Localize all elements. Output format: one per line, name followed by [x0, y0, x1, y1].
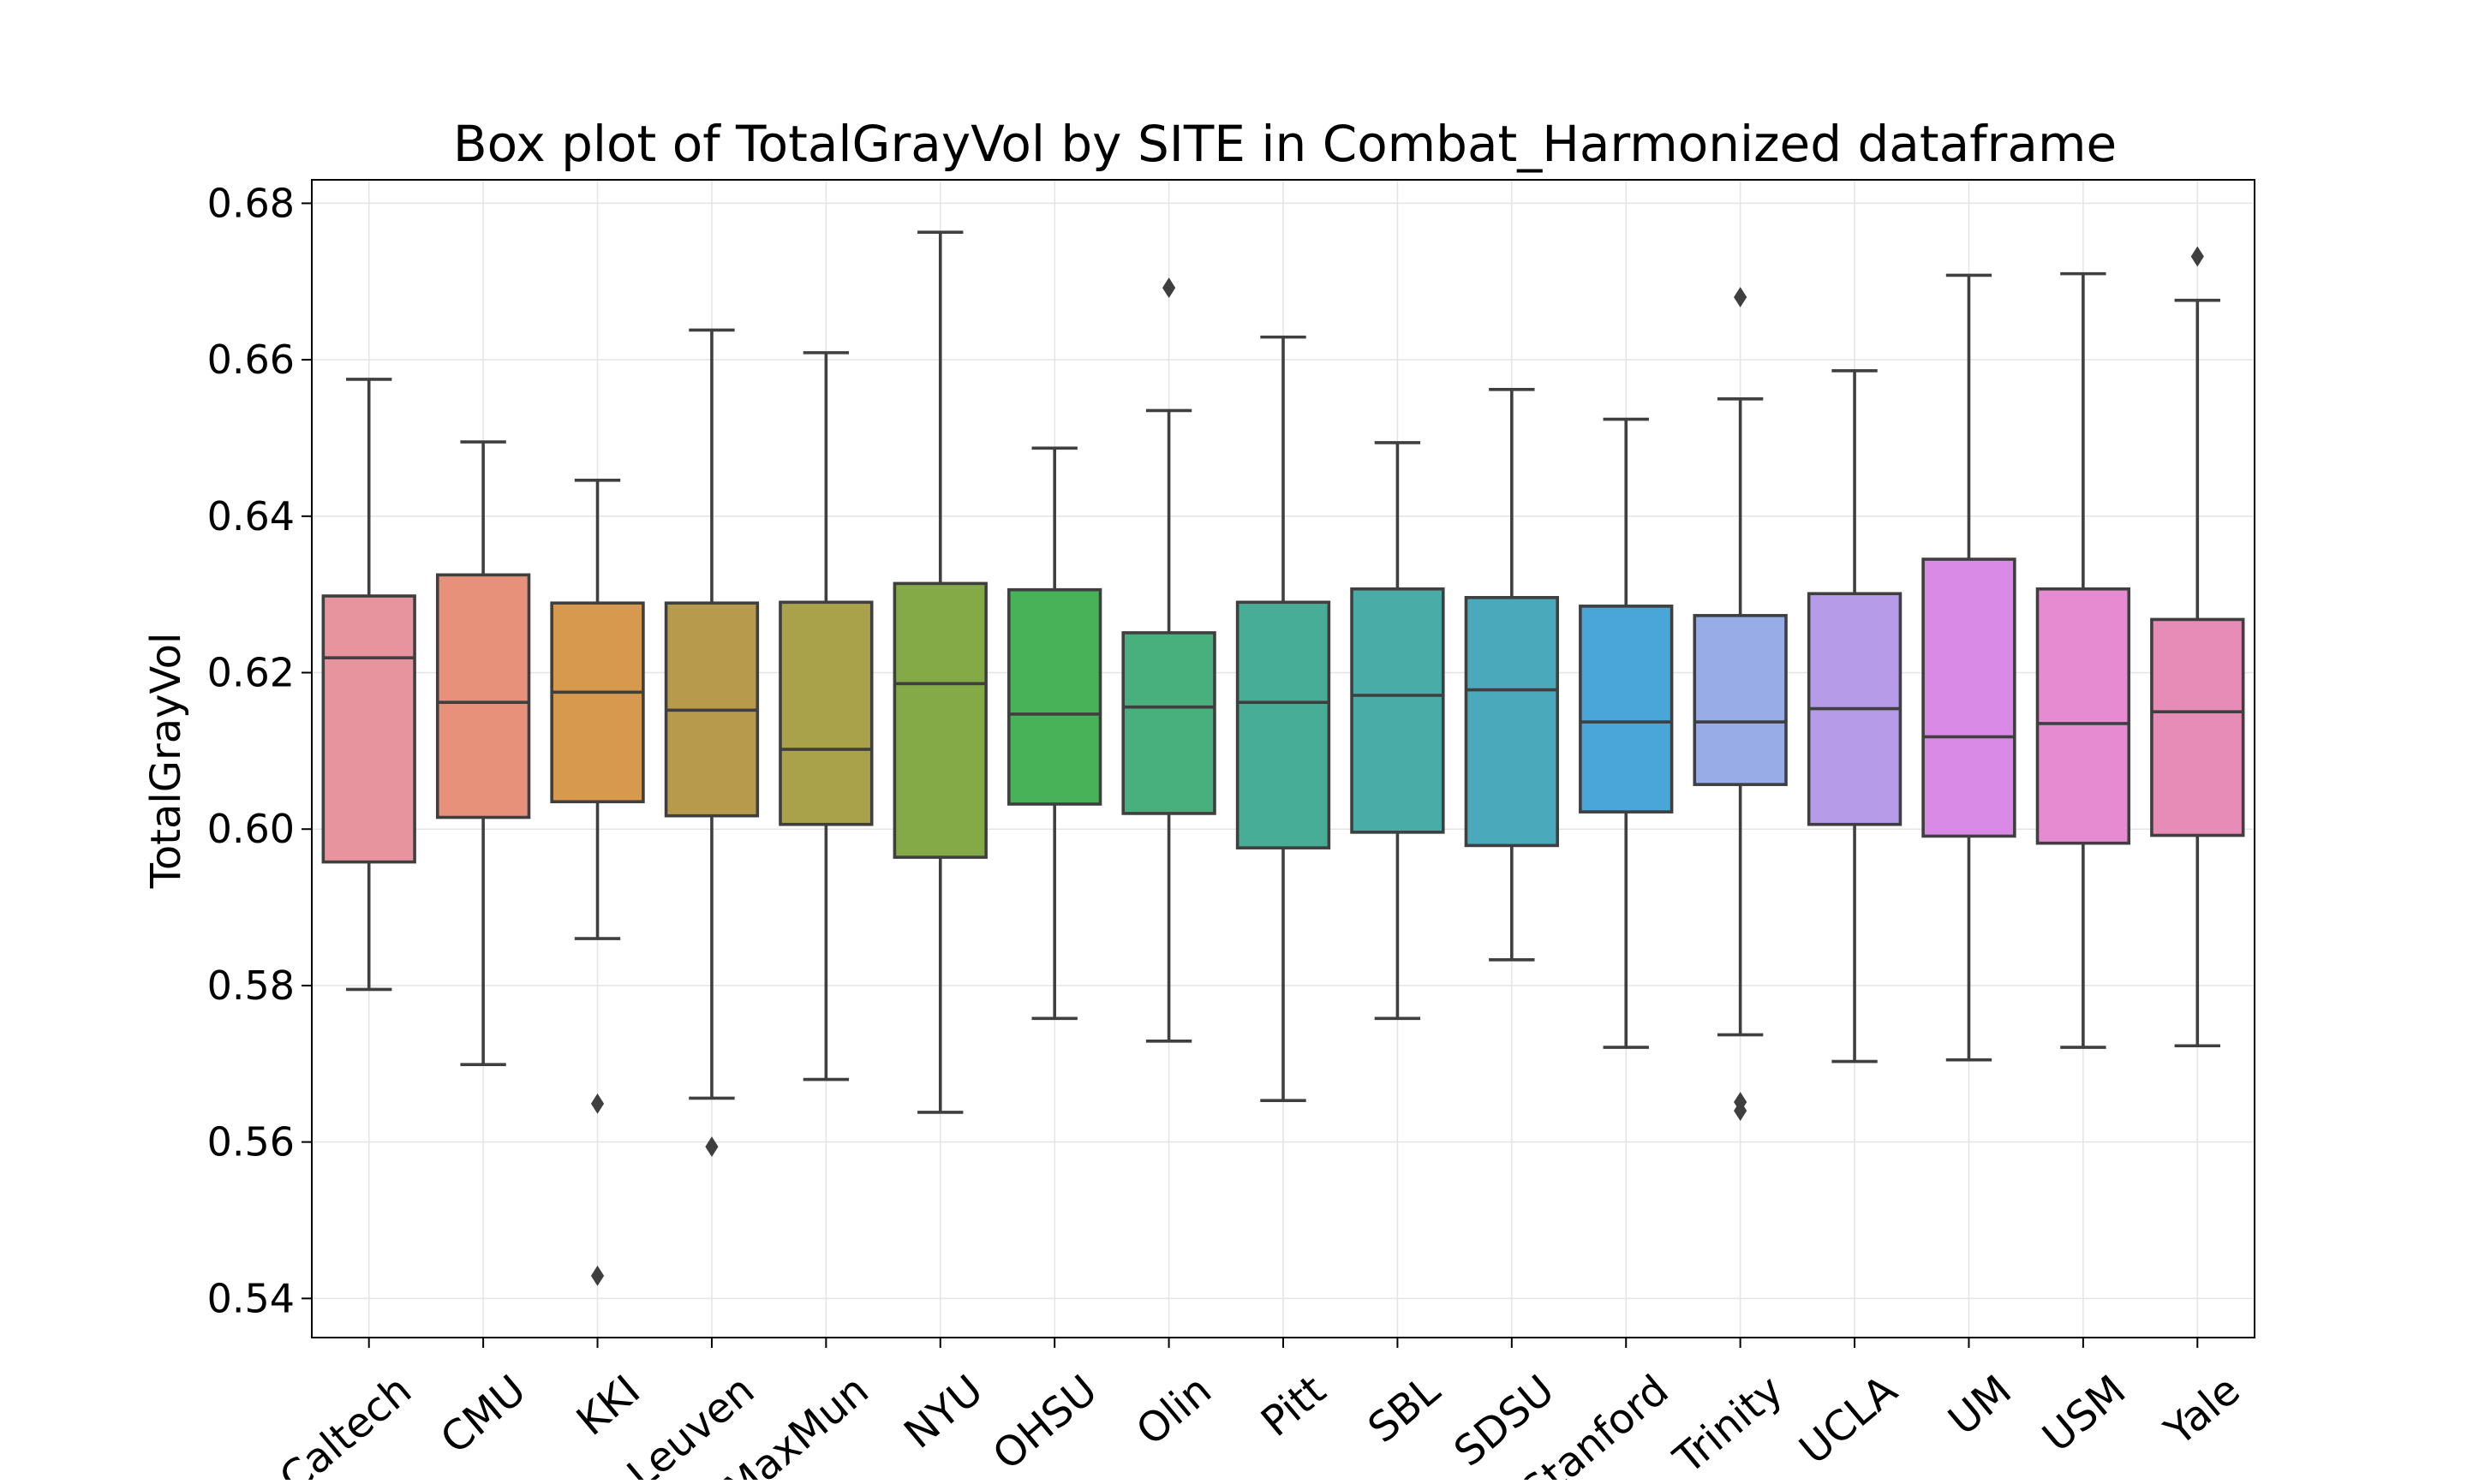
iqr-box	[1579, 605, 1674, 814]
box-stanford	[1579, 417, 1674, 1049]
iqr-box	[1007, 587, 1102, 806]
iqr-box	[779, 600, 874, 826]
box-usm	[2035, 271, 2131, 1049]
outlier-point	[705, 1136, 719, 1158]
box-series	[321, 230, 2245, 1286]
box-kki	[550, 478, 645, 1286]
box-leuven	[664, 328, 760, 1158]
box-cmu	[435, 440, 531, 1066]
box-trinity	[1693, 287, 1788, 1122]
outlier-point	[1162, 277, 1176, 298]
box-olin	[1121, 277, 1216, 1043]
y-tick-label: 0.64	[207, 493, 295, 539]
box-um	[1921, 273, 2016, 1062]
y-tick-label: 0.54	[207, 1275, 295, 1321]
y-tick-label: 0.60	[207, 806, 295, 852]
iqr-box	[321, 594, 416, 864]
outlier-point	[1734, 1100, 1747, 1122]
y-tick-label: 0.58	[207, 963, 295, 1009]
box-ucla	[1807, 369, 1903, 1064]
iqr-box	[2035, 587, 2131, 845]
iqr-box	[893, 581, 988, 859]
iqr-box	[1693, 614, 1788, 786]
y-tick-label: 0.56	[207, 1119, 295, 1165]
box-nyu	[893, 230, 988, 1114]
box-pitt	[1235, 335, 1331, 1103]
y-axis-label: TotalGrayVol	[142, 633, 190, 890]
box-sbl	[1350, 441, 1445, 1021]
box-maxmun	[779, 351, 874, 1082]
iqr-box	[1235, 600, 1331, 849]
outlier-point	[2190, 246, 2204, 267]
outlier-point	[590, 1093, 605, 1114]
outlier-point	[1734, 287, 1747, 307]
iqr-box	[550, 601, 645, 804]
y-tick-label: 0.66	[207, 337, 295, 383]
iqr-box	[1350, 587, 1445, 834]
box-caltech	[321, 378, 416, 992]
iqr-box	[435, 573, 531, 819]
iqr-box	[1921, 557, 2016, 838]
iqr-box	[1121, 631, 1216, 815]
chart-title: Box plot of TotalGrayVol by SITE in Comb…	[453, 115, 2117, 173]
box-sdsu	[1464, 388, 1559, 962]
iqr-box	[1464, 596, 1559, 848]
box-ohsu	[1007, 446, 1102, 1021]
y-tick-label: 0.62	[207, 650, 295, 696]
iqr-box	[2150, 617, 2245, 837]
y-tick-label: 0.68	[207, 180, 295, 226]
y-axis: 0.54 0.56 0.58 0.60 0.62 0.64 0.66 0.68	[207, 180, 312, 1321]
box-yale	[2150, 246, 2245, 1048]
outlier-point	[590, 1265, 605, 1286]
